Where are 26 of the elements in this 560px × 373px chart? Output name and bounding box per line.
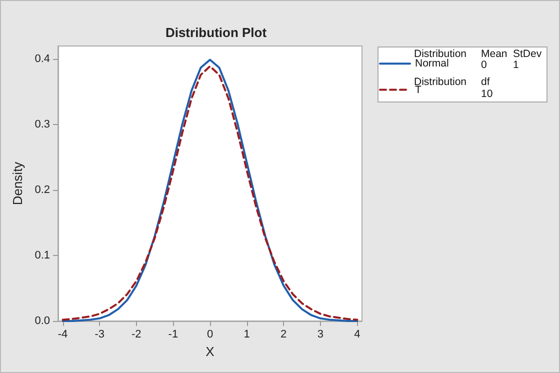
- text: 10: [481, 88, 493, 100]
- x-tick-label: 2: [280, 328, 287, 340]
- text: 0: [481, 59, 487, 71]
- text: StDev: [513, 48, 542, 60]
- y-tick-label: 0.1: [34, 250, 50, 262]
- legend-label: T: [415, 84, 422, 96]
- y-tick-label: 0.2: [34, 184, 50, 196]
- x-tick-label: -1: [168, 328, 178, 340]
- x-tick-label: 0: [206, 328, 214, 340]
- legend-label: Normal: [415, 58, 449, 70]
- x-tick-label: -4: [58, 328, 68, 340]
- x-tick-label: -3: [94, 328, 104, 340]
- y-tick-label: 0.4: [34, 53, 50, 66]
- text: 1: [513, 59, 519, 71]
- text: Mean: [481, 48, 508, 60]
- x-tick-label: -2: [132, 328, 142, 340]
- text: df: [481, 76, 490, 88]
- x-tick-label: 3: [317, 328, 324, 340]
- y-axis-title: Density: [10, 161, 25, 206]
- text: Distribution: [414, 48, 467, 60]
- x-axis-title: X: [206, 344, 215, 359]
- x-tick-label: 1: [244, 328, 250, 340]
- chart-title: Distribution Plot: [165, 25, 268, 40]
- y-tick-label: 0.3: [34, 118, 50, 131]
- x-tick-label: 4: [354, 328, 360, 340]
- y-tick-label: 0.0: [34, 315, 50, 327]
